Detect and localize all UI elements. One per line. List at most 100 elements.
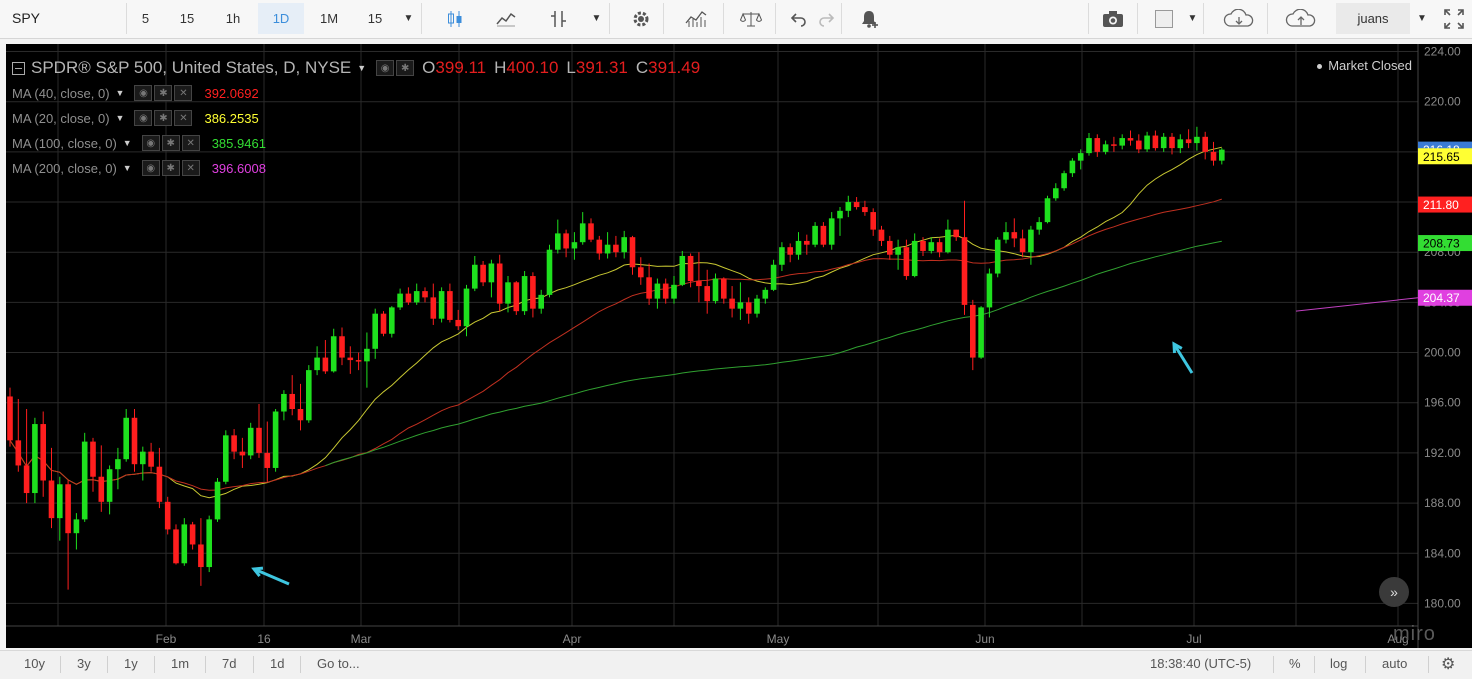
clock[interactable]: 18:38:40 (UTC-5)	[1150, 656, 1252, 671]
compare-scales-button[interactable]	[726, 3, 776, 34]
interval-1d[interactable]: 1D	[258, 3, 304, 34]
candle-body	[239, 451, 246, 456]
bottom-toolbar: 10y 3y 1y 1m 7d 1d Go to... 18:38:40 (UT…	[0, 650, 1472, 679]
save-chart-button[interactable]	[1270, 3, 1332, 34]
interval-15[interactable]: 15	[179, 11, 195, 26]
indicators-button[interactable]	[668, 3, 724, 34]
interval-select[interactable]: 15	[367, 11, 383, 26]
layout-button[interactable]	[1146, 3, 1182, 34]
compare-dropdown[interactable]: ▼	[584, 3, 610, 34]
alert-button[interactable]	[848, 3, 892, 34]
price-chart[interactable]: 180.00 184.00 188.00 192.00 196.00 200.00 204.…	[6, 44, 1472, 648]
range-10y[interactable]: 10y	[24, 656, 45, 671]
log-scale-toggle[interactable]: log	[1330, 656, 1348, 671]
interval-1h[interactable]: 1h	[225, 11, 241, 26]
candle-body	[513, 282, 520, 312]
goto-date-button[interactable]: Go to...	[317, 656, 360, 671]
candle-body	[206, 519, 212, 568]
candle-body	[737, 302, 744, 309]
candlestick-chart[interactable]: 180.00 184.00 188.00 192.00 196.00 200.00 204.…	[6, 44, 1472, 648]
eye-icon[interactable]: ◉	[134, 110, 153, 126]
y-tick-label: 188.00	[1424, 496, 1461, 510]
close-icon[interactable]: ✕	[181, 135, 200, 151]
cloud-load-icon	[1223, 8, 1253, 27]
price-label-box	[1418, 235, 1472, 252]
gear-icon[interactable]: ✱	[396, 60, 415, 76]
close-icon[interactable]: ✕	[174, 85, 193, 101]
candle-body	[463, 288, 470, 327]
candle-body	[687, 255, 694, 282]
candle-body	[1152, 135, 1159, 149]
x-tick-label: Mar	[351, 632, 372, 646]
y-tick-label: 220.00	[1424, 95, 1461, 109]
candle-body	[256, 427, 262, 453]
candle-body	[198, 544, 204, 568]
price-label: 204.37	[1423, 291, 1460, 305]
candle-body	[131, 417, 138, 465]
candle-body	[629, 237, 636, 268]
eye-icon[interactable]: ◉	[134, 85, 153, 101]
candle-body	[936, 242, 943, 253]
range-1y[interactable]: 1y	[124, 656, 138, 671]
snapshot-button[interactable]	[1088, 3, 1138, 34]
candle-body	[1169, 136, 1175, 149]
line-chart-button[interactable]	[484, 3, 528, 34]
eye-icon[interactable]: ◉	[141, 160, 160, 176]
candle-body	[189, 524, 196, 545]
candle-body	[438, 291, 445, 319]
candle-body	[579, 223, 586, 243]
layout-dropdown[interactable]: ▼	[1182, 3, 1204, 34]
range-1d[interactable]: 1d	[270, 656, 285, 671]
candle-body	[1069, 160, 1076, 174]
candle-body	[1019, 238, 1026, 253]
candle-body	[1219, 149, 1225, 161]
undo-icon	[790, 12, 806, 27]
eye-icon[interactable]: ◉	[141, 135, 160, 151]
ma-200-line	[1295, 297, 1419, 312]
gear-icon[interactable]: ✱	[161, 135, 180, 151]
ma-40-line	[9, 198, 1222, 491]
percent-scale-toggle[interactable]: %	[1289, 656, 1301, 671]
close-icon[interactable]: ✕	[174, 110, 193, 126]
candle-body	[978, 307, 984, 358]
candle-body	[140, 451, 146, 465]
user-menu[interactable]: juans	[1336, 3, 1410, 34]
user-dropdown[interactable]: ▼	[1410, 3, 1434, 34]
chart-style-button[interactable]	[436, 3, 474, 34]
gear-icon[interactable]: ✱	[161, 160, 180, 176]
candle-body	[455, 319, 461, 327]
interval-dropdown[interactable]: ▼	[396, 3, 422, 34]
gear-icon[interactable]: ✱	[154, 85, 173, 101]
candle-body	[853, 202, 860, 208]
annotation-arrowhead-icon	[1172, 341, 1183, 354]
candle-body	[646, 277, 652, 299]
fullscreen-button[interactable]	[1438, 3, 1470, 34]
candle-body	[297, 409, 304, 421]
range-7d[interactable]: 7d	[222, 656, 237, 671]
candle-body	[754, 298, 760, 314]
interval-1m[interactable]: 1M	[319, 11, 339, 26]
redo-button[interactable]	[812, 3, 842, 34]
symbol-search-input[interactable]	[6, 5, 124, 31]
interval-5[interactable]: 5	[126, 3, 164, 34]
gear-icon[interactable]: ✱	[154, 110, 173, 126]
compare-button[interactable]	[536, 3, 582, 34]
settings-button[interactable]	[618, 3, 664, 34]
auto-scale-toggle[interactable]: auto	[1382, 656, 1408, 671]
candle-body	[164, 501, 171, 530]
load-chart-button[interactable]	[1210, 3, 1268, 34]
candle-body	[57, 484, 63, 519]
range-1m[interactable]: 1m	[171, 656, 190, 671]
range-3y[interactable]: 3y	[77, 656, 91, 671]
scales-icon	[739, 11, 762, 26]
scroll-to-realtime-button[interactable]: »	[1379, 577, 1409, 607]
candle-body	[1160, 136, 1167, 149]
undo-button[interactable]	[784, 3, 812, 34]
eye-icon[interactable]: ◉	[376, 60, 395, 76]
candle-body	[364, 348, 370, 362]
close-icon[interactable]: ✕	[181, 160, 200, 176]
compare-icon	[551, 10, 566, 27]
candle-body	[953, 229, 959, 238]
chevron-down-icon: ▼	[403, 13, 414, 24]
scale-settings-gear-icon[interactable]: ⚙	[1441, 656, 1456, 673]
